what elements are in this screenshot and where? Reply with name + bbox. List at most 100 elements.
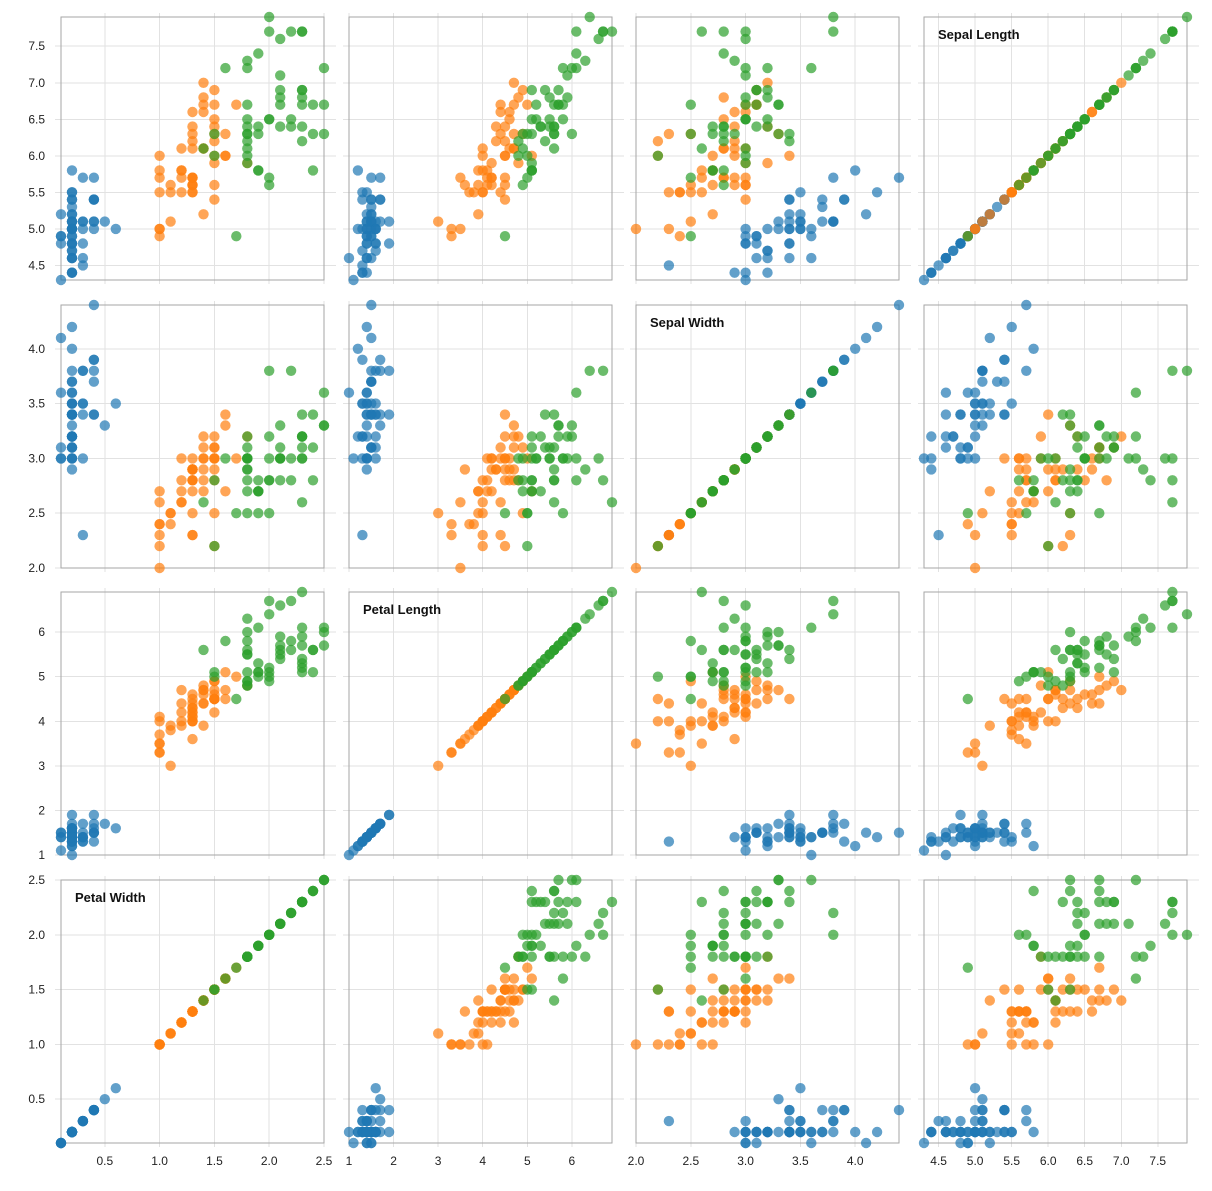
y-tick-label: 5.5 (28, 185, 45, 199)
data-point (571, 453, 582, 464)
data-point (361, 453, 372, 464)
data-point (1043, 150, 1054, 161)
y-tick-label: 1.5 (28, 983, 45, 997)
data-point (1094, 684, 1105, 696)
data-point (1108, 442, 1120, 453)
data-point (918, 845, 930, 856)
data-point (99, 1094, 111, 1105)
data-point (548, 464, 560, 475)
data-point (275, 33, 286, 45)
data-point (571, 874, 582, 886)
y-tick-label: 4 (38, 714, 45, 728)
data-point (1021, 1006, 1032, 1017)
data-point (231, 693, 242, 705)
panel-frame (60, 304, 325, 569)
data-point (296, 431, 308, 442)
data-point (366, 442, 377, 453)
data-point (850, 165, 861, 176)
data-point (1079, 907, 1090, 919)
data-point (459, 1006, 471, 1017)
data-point (740, 172, 751, 183)
data-point (499, 231, 511, 242)
data-point (762, 1126, 773, 1138)
data-point (513, 951, 524, 962)
data-point (1072, 907, 1083, 919)
data-point (1145, 940, 1156, 951)
data-point (1116, 995, 1127, 1006)
data-point (495, 995, 506, 1006)
data-point (513, 475, 524, 486)
data-point (740, 984, 751, 995)
data-point (740, 689, 751, 700)
data-point (296, 896, 308, 908)
data-point (762, 267, 773, 278)
data-point (1145, 48, 1156, 59)
data-point (740, 635, 751, 647)
data-point (696, 896, 707, 908)
data-point (562, 918, 573, 929)
data-point (762, 693, 773, 705)
data-point (718, 595, 729, 607)
data-point (285, 114, 297, 125)
data-point (962, 962, 973, 973)
data-point (718, 984, 729, 995)
data-point (110, 1083, 122, 1094)
data-point (433, 1028, 444, 1039)
data-point (526, 165, 537, 176)
data-point (718, 667, 729, 678)
data-point (455, 562, 466, 574)
data-point (762, 832, 773, 843)
data-point (55, 1137, 67, 1149)
panel-frame (348, 591, 613, 856)
data-point (296, 640, 308, 651)
data-point (275, 600, 286, 611)
data-point (209, 475, 220, 486)
data-point (696, 716, 707, 727)
data-point (361, 464, 372, 475)
data-point (242, 453, 253, 464)
data-point (729, 613, 740, 624)
data-point (740, 238, 751, 249)
data-point (154, 711, 165, 722)
data-point (361, 1115, 372, 1127)
data-point (893, 299, 905, 311)
data-point (1108, 640, 1120, 651)
data-point (361, 252, 372, 264)
data-point (718, 940, 729, 951)
data-point (77, 252, 89, 264)
data-point (751, 896, 762, 908)
data-point (366, 332, 377, 344)
data-point (718, 92, 729, 103)
data-point (1086, 995, 1098, 1006)
data-point (1116, 77, 1127, 89)
data-point (1050, 453, 1061, 464)
data-point (253, 486, 264, 497)
data-point (696, 143, 707, 154)
data-point (264, 172, 275, 183)
data-point (198, 99, 209, 110)
data-point (66, 365, 78, 376)
data-point (1057, 409, 1069, 420)
data-point (933, 1115, 944, 1127)
data-point (707, 940, 718, 951)
panel-frame (923, 591, 1188, 856)
data-point (663, 128, 675, 140)
data-point (1101, 92, 1112, 103)
data-point (477, 187, 488, 198)
y-tick-label: 2 (38, 803, 45, 817)
data-point (285, 365, 297, 376)
data-point (357, 529, 368, 541)
data-point (198, 77, 209, 89)
data-point (762, 640, 773, 651)
data-point (88, 376, 100, 387)
data-point (1021, 711, 1032, 722)
data-point (499, 508, 511, 519)
y-tick-label: 3.0 (28, 451, 45, 465)
data-point (539, 136, 551, 147)
data-point (784, 238, 795, 249)
data-point (539, 896, 551, 908)
data-point (630, 738, 642, 749)
data-point (977, 1115, 988, 1127)
data-point (242, 121, 253, 132)
data-point (729, 179, 740, 191)
